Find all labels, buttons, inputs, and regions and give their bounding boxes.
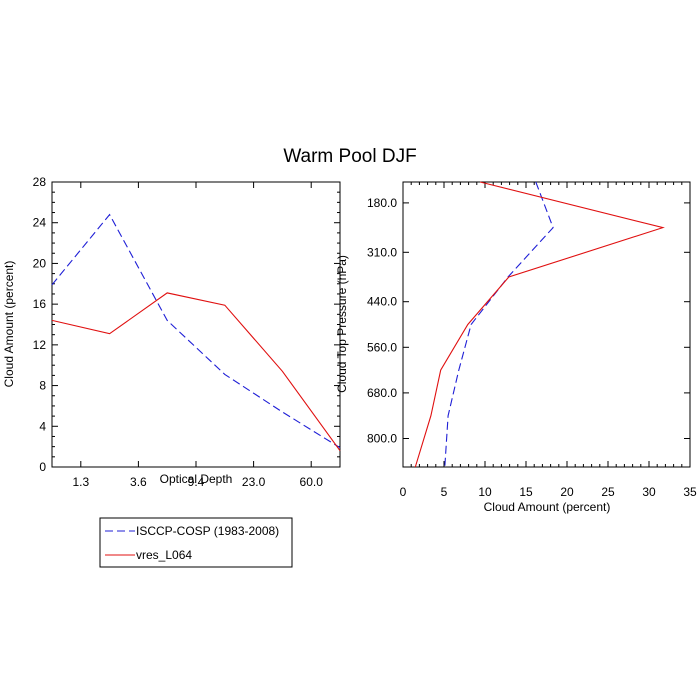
left-ytick-label: 4 xyxy=(39,419,46,433)
right-tick-group: 0 5 10 15 20 25 30 35 180.0 310.0 440.0 560.0 680.0 8… xyxy=(367,182,697,499)
right-ytick-label: 680.0 xyxy=(367,386,397,400)
right-xtick-label: 5 xyxy=(441,485,448,499)
left-ytick-label: 24 xyxy=(33,216,47,230)
left-xtick-label: 9.4 xyxy=(188,475,205,489)
right-xtick-label: 25 xyxy=(601,485,615,499)
right-xlabel: Cloud Amount (percent) xyxy=(484,500,611,514)
left-series-model-line xyxy=(51,292,341,452)
right-xtick-label: 10 xyxy=(478,485,492,499)
left-series-obs-line xyxy=(51,213,341,449)
right-series-group xyxy=(414,181,665,468)
legend-label-obs: ISCCP-COSP (1983-2008) xyxy=(136,524,279,538)
left-tick-group: 0 4 8 12 16 20 24 28 1.3 3.6 9.4 23.0 60.0 xyxy=(33,175,340,489)
left-xtick-label: 23.0 xyxy=(242,475,266,489)
left-xtick-label: 60.0 xyxy=(300,475,324,489)
right-xtick-label: 20 xyxy=(560,485,574,499)
right-xtick-label: 30 xyxy=(642,485,656,499)
right-series-model-line xyxy=(414,181,665,468)
right-panel: 0 5 10 15 20 25 30 35 180.0 310.0 440.0 560.0 680.0 8… xyxy=(335,181,697,514)
left-ytick-label: 12 xyxy=(33,338,47,352)
right-xtick-label: 0 xyxy=(400,485,407,499)
right-plot-frame xyxy=(402,181,691,468)
legend: ISCCP-COSP (1983-2008) vres_L064 xyxy=(99,517,293,568)
left-xtick-label: 1.3 xyxy=(72,475,89,489)
left-ytick-label: 8 xyxy=(39,379,46,393)
right-xtick-label: 15 xyxy=(519,485,533,499)
right-ytick-label: 440.0 xyxy=(367,295,397,309)
left-series-group xyxy=(51,213,341,452)
right-ytick-label: 180.0 xyxy=(367,196,397,210)
right-xtick-label: 35 xyxy=(683,485,697,499)
legend-box xyxy=(99,517,293,568)
left-xlabel: Optical Depth xyxy=(160,472,233,486)
right-ytick-label: 800.0 xyxy=(367,432,397,446)
left-ytick-label: 20 xyxy=(33,256,47,270)
right-ylabel: Cloud Top Pressure (hPa) xyxy=(335,255,349,393)
left-ylabel: Cloud Amount (percent) xyxy=(2,261,16,388)
left-ytick-label: 28 xyxy=(33,175,47,189)
left-panel: 0 4 8 12 16 20 24 28 1.3 3.6 9.4 23.0 60.0 Optical D… xyxy=(2,175,341,489)
right-ytick-label: 560.0 xyxy=(367,340,397,354)
right-ytick-label: 310.0 xyxy=(367,245,397,259)
left-xtick-label: 3.6 xyxy=(130,475,147,489)
figure-title: Warm Pool DJF xyxy=(283,146,416,167)
legend-label-model: vres_L064 xyxy=(136,548,192,562)
left-ytick-label: 16 xyxy=(33,297,47,311)
left-ytick-label: 0 xyxy=(39,460,46,474)
